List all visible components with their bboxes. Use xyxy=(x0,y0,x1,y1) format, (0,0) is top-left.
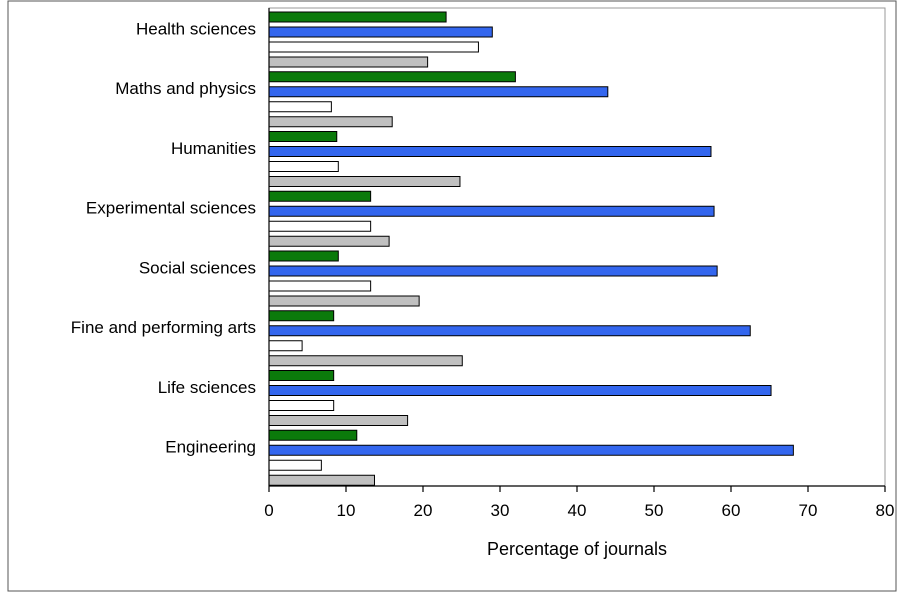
x-tick-label: 40 xyxy=(568,501,587,520)
y-category-label: Social sciences xyxy=(139,258,256,277)
bar-8-series-3 xyxy=(268,459,322,471)
x-axis-title: Percentage of journals xyxy=(487,539,667,559)
bar-5-series-4 xyxy=(268,295,420,307)
y-category-label: Engineering xyxy=(165,438,256,457)
bar-1-series-1 xyxy=(268,11,447,23)
bar-7-series-2 xyxy=(268,385,772,396)
bar-3-series-4 xyxy=(268,176,461,187)
bar-6-series-2 xyxy=(268,325,751,337)
bar-7-series-4 xyxy=(268,415,409,426)
x-tick-label: 0 xyxy=(264,501,273,520)
y-category-label: Humanities xyxy=(171,139,256,158)
bar-2-series-2 xyxy=(268,86,609,98)
y-category-label: Health sciences xyxy=(136,19,256,38)
bar-7-series-1 xyxy=(268,370,335,381)
bar-4-series-4 xyxy=(268,235,390,247)
bar-2-series-3 xyxy=(268,101,332,113)
bar-5-series-1 xyxy=(268,250,339,262)
bar-6-series-4 xyxy=(268,355,463,367)
y-category-label: Life sciences xyxy=(158,378,256,397)
bar-8-series-4 xyxy=(268,474,375,486)
x-tick-label: 60 xyxy=(722,501,741,520)
bar-8-series-1 xyxy=(268,429,358,441)
bar-3-series-2 xyxy=(268,146,712,157)
x-tick-label: 20 xyxy=(414,501,433,520)
bar-4-series-1 xyxy=(268,190,372,202)
bar-3-series-1 xyxy=(268,131,338,142)
bar-5-series-3 xyxy=(268,280,372,292)
bar-2-series-1 xyxy=(268,71,516,83)
y-category-label: Fine and performing arts xyxy=(71,318,256,337)
bar-1-series-3 xyxy=(268,41,479,53)
bar-1-series-4 xyxy=(268,56,429,68)
bar-1-series-2 xyxy=(268,26,493,38)
bar-5-series-2 xyxy=(268,265,718,277)
x-ticks-group: 0 10 20 30 40 50 60 70 80 xyxy=(264,486,894,520)
y-category-labels-group: Health sciences Maths and physics Humaniti… xyxy=(71,19,256,456)
x-tick-label: 30 xyxy=(491,501,510,520)
x-tick-label: 70 xyxy=(799,501,818,520)
bar-6-series-1 xyxy=(268,310,335,322)
x-tick-label: 50 xyxy=(645,501,664,520)
bar-4-series-2 xyxy=(268,205,715,217)
x-tick-label: 10 xyxy=(337,501,356,520)
y-category-label: Experimental sciences xyxy=(86,199,256,218)
x-tick-label: 80 xyxy=(876,501,895,520)
bar-2-series-4 xyxy=(268,116,393,128)
bar-3-series-3 xyxy=(268,161,339,172)
y-category-label: Maths and physics xyxy=(115,79,256,98)
bar-7-series-3 xyxy=(268,400,335,411)
bar-6-series-3 xyxy=(268,340,303,352)
bar-8-series-2 xyxy=(268,444,794,456)
bar-4-series-3 xyxy=(268,220,372,232)
